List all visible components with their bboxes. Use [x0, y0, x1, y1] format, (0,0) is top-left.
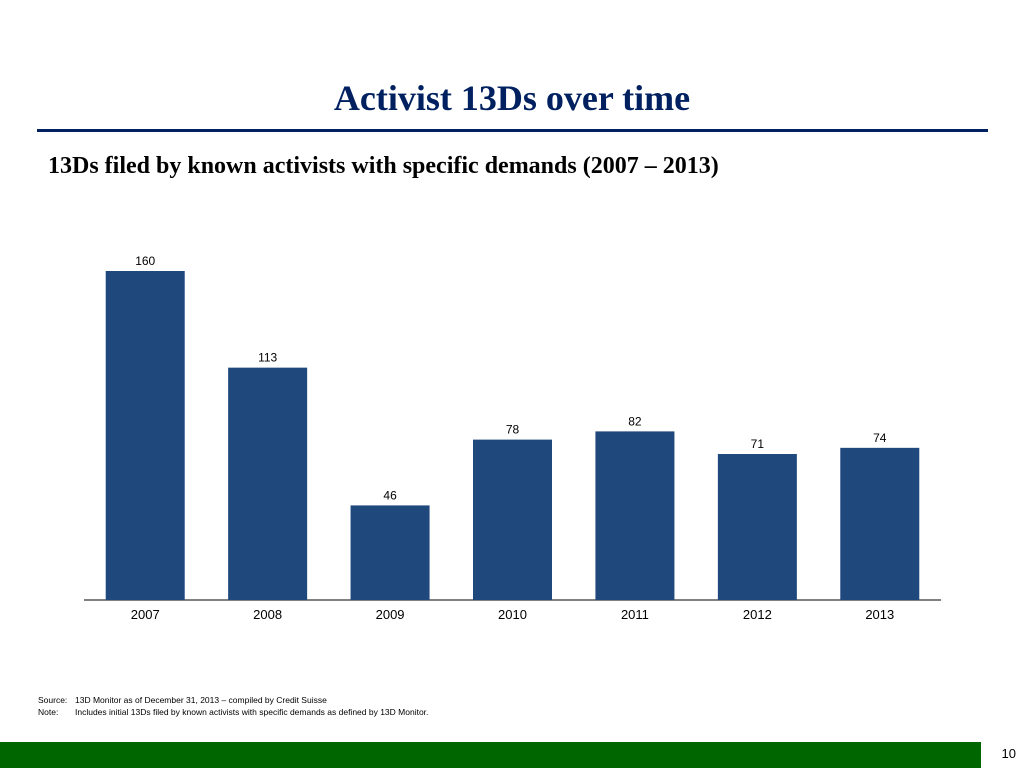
page-number: 10 — [1001, 746, 1016, 761]
x-tick-2010: 2010 — [498, 607, 527, 622]
value-label-2009: 46 — [383, 488, 397, 502]
value-labels-group: 160 113 46 78 82 71 74 — [135, 254, 887, 502]
bar-2007 — [105, 271, 185, 600]
x-tick-2013: 2013 — [865, 607, 894, 622]
value-label-2008: 113 — [258, 351, 277, 365]
note-row: Note: Includes initial 13Ds filed by kno… — [38, 706, 428, 718]
bar-2008 — [228, 367, 308, 600]
bar-2013 — [840, 447, 920, 600]
x-tick-2012: 2012 — [743, 607, 772, 622]
bar-2012 — [717, 454, 797, 600]
footer-bar — [0, 742, 981, 768]
x-tick-2009: 2009 — [376, 607, 405, 622]
value-label-2013: 74 — [873, 431, 887, 445]
value-label-2011: 82 — [628, 414, 642, 428]
x-tick-2007: 2007 — [131, 607, 160, 622]
source-note-text: 13D Monitor as of December 31, 2013 – co… — [75, 695, 327, 705]
value-label-2010: 78 — [506, 423, 520, 437]
chart-subtitle: 13Ds filed by known activists with speci… — [48, 153, 719, 179]
x-tick-2008: 2008 — [253, 607, 282, 622]
value-label-2012: 71 — [751, 437, 765, 451]
source-note-key: Source: — [38, 695, 68, 705]
note-text: Includes initial 13Ds filed by known act… — [75, 707, 429, 717]
bar-2010 — [473, 439, 552, 600]
x-tick-2011: 2011 — [621, 607, 649, 622]
footnotes: Source: 13D Monitor as of December 31, 2… — [38, 694, 428, 718]
bars-group — [105, 271, 920, 600]
slide-title: Activist 13Ds over time — [333, 78, 691, 118]
bar-2009 — [350, 505, 430, 600]
value-label-2007: 160 — [135, 254, 155, 268]
source-note: Source: 13D Monitor as of December 31, 2… — [38, 694, 428, 706]
title-divider — [37, 129, 988, 132]
x-tick-labels-group: 2007 2008 2009 2010 2011 2012 2013 — [131, 607, 894, 622]
bar-2011 — [595, 431, 675, 600]
note-key: Note: — [38, 707, 59, 717]
